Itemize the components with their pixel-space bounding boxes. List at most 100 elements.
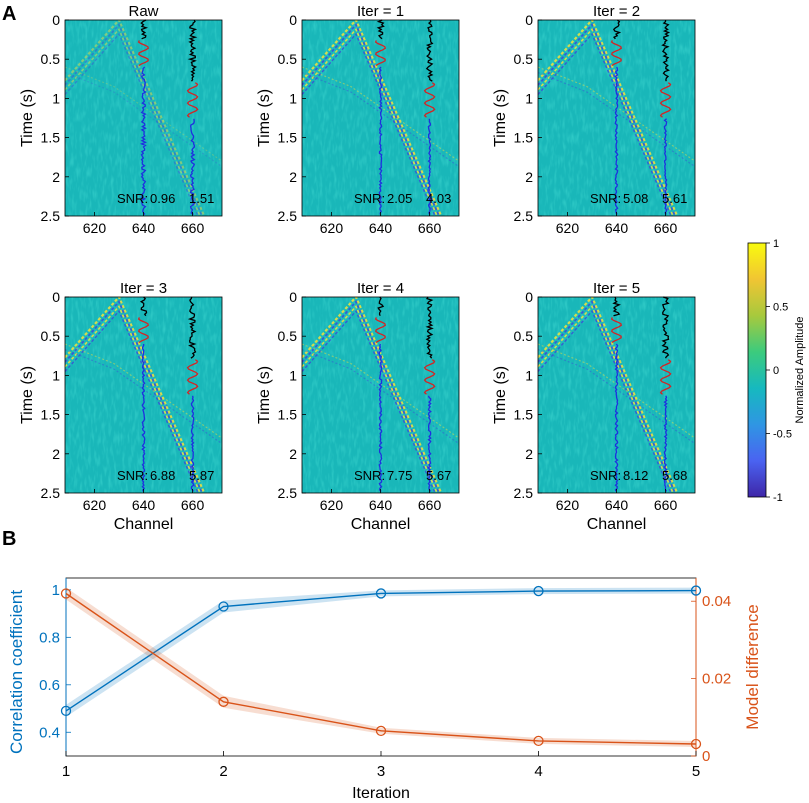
- trace-blue: [378, 343, 383, 492]
- trace-red: [374, 40, 387, 67]
- trace-red: [423, 82, 436, 118]
- trace-black: [425, 296, 434, 359]
- trace-red: [610, 40, 623, 67]
- x-tick-label: 620: [320, 497, 344, 513]
- x-axis-label: Iteration: [352, 785, 410, 802]
- y-tick-label: 1.5: [41, 130, 61, 146]
- trace-blue: [427, 118, 432, 215]
- seismic-event: [302, 343, 459, 439]
- snr-value: 6.88: [150, 468, 175, 483]
- seismic-event: [302, 304, 438, 493]
- panel-title: Iter = 1: [357, 3, 404, 20]
- right-y-tick-label: 0.02: [702, 671, 731, 688]
- gather-events: [302, 297, 459, 493]
- y-tick-label: 1.5: [41, 407, 61, 423]
- panel-title: Iter = 3: [120, 280, 167, 297]
- x-tick-label: 640: [132, 220, 156, 236]
- data-point: [690, 585, 702, 596]
- panel-title: Iter = 5: [593, 280, 640, 297]
- trace-black: [661, 19, 671, 82]
- gather-panel: Iter = 4 SNR: 7.75 5.67 0 0.5 1 1.5 2 2.5 620 640 66…: [256, 280, 460, 533]
- seismic-event: [538, 348, 695, 445]
- y-tick-label: 2.5: [278, 208, 298, 224]
- panel-b-line-chart: 1 2 3 4 5 Iteration 0.4 0.6 0.8 1 Correlation coef…: [7, 577, 762, 802]
- seismic-event: [65, 343, 222, 439]
- seismic-event: [65, 27, 201, 216]
- y-tick-label: 1: [52, 90, 60, 106]
- snr-label: SNR:: [117, 191, 148, 206]
- seismic-event: [538, 297, 679, 493]
- trace-black: [612, 19, 622, 40]
- trace-black: [376, 19, 385, 40]
- gather-events: [65, 20, 222, 216]
- x-tick-label: 660: [654, 497, 678, 513]
- y-tick-label: 1: [289, 90, 297, 106]
- snr-value: 1.51: [189, 191, 214, 206]
- snr-label: SNR:: [354, 468, 385, 483]
- trace-black: [377, 296, 385, 317]
- trace-blue: [141, 344, 146, 492]
- x-tick-label: 620: [556, 220, 580, 236]
- y-tick-label: 1.5: [514, 130, 534, 146]
- left-y-tick-label: 1: [52, 582, 60, 599]
- data-point: [533, 735, 544, 747]
- trace-red: [374, 317, 387, 344]
- x-tick-label: 640: [132, 497, 156, 513]
- x-tick-label: 1: [62, 763, 70, 780]
- seismic-event: [302, 23, 441, 216]
- y-axis-label: Time (s): [256, 89, 273, 147]
- seismic-event: [302, 71, 459, 168]
- x-tick-label: 620: [83, 220, 107, 236]
- snr-value: 7.75: [387, 468, 412, 483]
- snr-value: 5.68: [662, 468, 687, 483]
- trace-black: [187, 296, 197, 359]
- snr-label: SNR:: [590, 191, 621, 206]
- y-tick-label: 2.5: [278, 485, 298, 501]
- y-tick-label: 0.5: [41, 328, 61, 344]
- x-tick-label: 4: [534, 763, 542, 780]
- colorbar-tick-label: -0.5: [773, 429, 792, 441]
- snr-label: SNR:: [590, 468, 621, 483]
- gather-panel: Iter = 3 SNR: 6.88 5.87 0 0.5 1 1.5 2 2.5 620 640 66…: [19, 280, 223, 533]
- trace-blue: [378, 66, 383, 215]
- y-tick-label: 1: [52, 367, 60, 383]
- y-tick-label: 0.5: [514, 328, 534, 344]
- colorbar: 1 0.5 0 -0.5 -1 Normalized Amplitude: [747, 238, 806, 504]
- y-tick-label: 2.5: [41, 208, 61, 224]
- trace-black: [139, 296, 148, 317]
- trace-black: [140, 19, 149, 40]
- trace-blue: [427, 395, 432, 492]
- x-tick-label: 5: [692, 763, 700, 780]
- seismic-event: [65, 348, 222, 445]
- seismic-event: [538, 71, 695, 168]
- y-tick-label: 1: [525, 90, 533, 106]
- y-tick-label: 0.5: [514, 51, 534, 67]
- gather-panel: Iter = 2 SNR: 5.08 5.61 0 0.5 1 1.5 2 2.5 620 640 66…: [492, 3, 696, 236]
- x-tick-label: 3: [377, 763, 385, 780]
- panel-b-label: B: [2, 528, 16, 550]
- colorbar-tick-label: -1: [773, 492, 783, 504]
- y-tick-label: 2: [52, 169, 60, 185]
- gather-events: [538, 20, 695, 216]
- y-tick-label: 0.5: [278, 51, 298, 67]
- trace-red: [659, 359, 672, 395]
- trace-blue: [190, 395, 195, 492]
- y-axis-label: Time (s): [492, 89, 509, 147]
- y-axis-label: Time (s): [19, 89, 36, 147]
- data-point: [375, 725, 387, 736]
- snr-value: 8.12: [623, 468, 648, 483]
- gather-events: [302, 20, 459, 216]
- panel-title: Iter = 4: [357, 280, 404, 297]
- left-y-tick-label: 0.4: [39, 724, 60, 741]
- data-point: [533, 585, 544, 597]
- y-tick-label: 2: [52, 446, 60, 462]
- series-band: [66, 587, 696, 747]
- data-point: [690, 738, 702, 750]
- x-tick-label: 660: [418, 497, 442, 513]
- x-axis-label: Channel: [587, 516, 647, 533]
- y-tick-label: 2: [289, 169, 297, 185]
- seismic-event: [538, 66, 695, 162]
- trace-blue: [614, 66, 619, 215]
- seismic-event: [302, 66, 459, 162]
